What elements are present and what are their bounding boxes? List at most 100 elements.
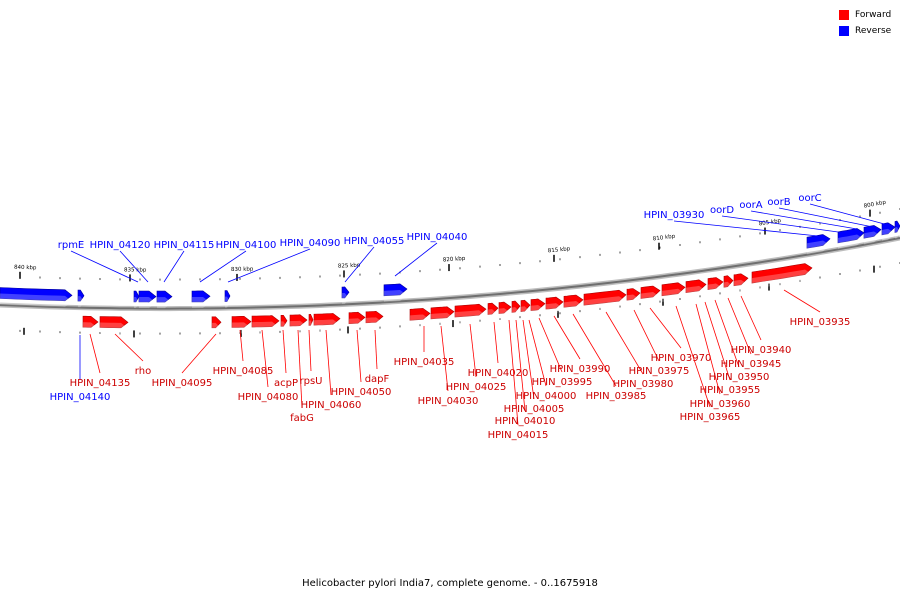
- forward-gene-arrow: [530, 298, 546, 317]
- callout-line: [704, 301, 731, 381]
- forward-gene-label: HPIN_04030: [418, 396, 479, 407]
- callout-line: [394, 242, 438, 277]
- reverse-gene-arrow: [191, 290, 211, 309]
- forward-gene-label: HPIN_03965: [680, 412, 741, 423]
- forward-gene-arrow: [211, 316, 222, 334]
- reverse-gene-arrow: [863, 225, 882, 245]
- callout-line: [727, 297, 752, 355]
- forward-gene-label: HPIN_03985: [586, 391, 647, 402]
- forward-gene-label: HPIN_04085: [213, 366, 274, 377]
- callout-line: [508, 319, 519, 426]
- forward-gene-label: rho: [135, 366, 151, 377]
- forward-gene-label: HPIN_03940: [731, 345, 792, 356]
- callout-line: [356, 329, 362, 383]
- scale-tick-label: 810 kbp: [653, 234, 677, 243]
- forward-gene-arrow: [511, 300, 521, 319]
- forward-gene-label: HPIN_04015: [488, 430, 549, 441]
- reverse-gene-label: oorB: [767, 197, 790, 208]
- callout-line: [493, 321, 499, 364]
- reverse-gene-label: oorD: [710, 205, 734, 216]
- reverse-gene-arrow: [894, 220, 900, 239]
- forward-gene-arrow: [280, 314, 288, 333]
- callout-line: [605, 311, 644, 375]
- forward-gene-arrow: [583, 289, 627, 312]
- forward-gene-arrow: [454, 303, 487, 324]
- forward-gene-label: HPIN_04025: [446, 382, 507, 393]
- callout-line: [308, 329, 312, 372]
- callout-line: [163, 250, 185, 283]
- forward-gene-arrow: [751, 263, 813, 290]
- callout-line: [553, 315, 581, 360]
- reverse-gene-label: oorA: [739, 200, 762, 211]
- callout-line: [673, 220, 819, 237]
- callout-line: [538, 317, 563, 373]
- forward-gene-arrow: [563, 294, 584, 314]
- forward-gene-label: HPIN_03960: [690, 399, 751, 410]
- callout-line: [297, 329, 303, 409]
- forward-gene-arrow: [251, 315, 280, 334]
- callout-line: [181, 333, 217, 374]
- reverse-gene-arrow: [77, 289, 85, 308]
- callout-line: [89, 333, 101, 374]
- reverse-gene-arrow: [0, 287, 73, 307]
- forward-gene-label: HPIN_03990: [550, 364, 611, 375]
- callout-line: [469, 323, 477, 378]
- callout-line: [714, 299, 740, 368]
- forward-gene-label: HPIN_04135: [70, 378, 131, 389]
- forward-gene-arrow: [348, 311, 366, 330]
- reverse-gene-label: HPIN_03930: [644, 210, 705, 221]
- legend-reverse-label: Reverse: [855, 26, 892, 36]
- forward-gene-arrow: [723, 275, 734, 294]
- scale-tick-label: 830 kbp: [231, 267, 254, 273]
- reverse-gene-label: HPIN_04115: [154, 240, 215, 251]
- reverse-gene-arrow: [383, 283, 408, 302]
- forward-gene-arrow: [520, 299, 531, 318]
- callout-line: [750, 210, 858, 230]
- reverse-gene-arrow: [881, 222, 896, 241]
- forward-gene-label: HPIN_03935: [790, 317, 851, 328]
- callout-line: [440, 325, 449, 392]
- legend-reverse-swatch: [839, 26, 849, 36]
- callout-line: [261, 329, 269, 388]
- forward-gene-arrow: [409, 308, 431, 327]
- forward-gene-label: HPIN_04080: [238, 392, 299, 403]
- forward-gene-arrow: [308, 313, 314, 332]
- reverse-gene-label: oorC: [798, 193, 821, 204]
- forward-gene-arrow: [365, 310, 384, 329]
- callout-line: [695, 303, 721, 395]
- forward-gene-label: rpsU: [300, 376, 323, 387]
- callout-line: [633, 309, 660, 362]
- reverse-gene-label: HPIN_04055: [344, 236, 405, 247]
- reverse-gene-arrow: [138, 290, 157, 309]
- reverse-gene-label: HPIN_04120: [90, 240, 151, 251]
- forward-gene-label: HPIN_03975: [629, 366, 690, 377]
- reverse-gene-arrow: [133, 290, 140, 309]
- forward-gene-arrow: [487, 302, 499, 321]
- map-caption: Helicobacter pylori India7, complete gen…: [302, 578, 598, 589]
- callout-line: [114, 333, 144, 362]
- forward-gene-arrow: [545, 296, 564, 316]
- scale-tick-label: 800 kbp: [863, 200, 887, 210]
- reverse-gene-arrow: [837, 228, 865, 249]
- forward-gene-label: HPIN_04035: [394, 357, 455, 368]
- forward-gene-label: HPIN_04005: [504, 404, 565, 415]
- forward-gene-label: HPIN_04020: [468, 368, 529, 379]
- scale-tick-label: 815 kbp: [548, 246, 571, 254]
- callout-line: [528, 319, 547, 387]
- forward-gene-label: HPIN_03955: [700, 385, 761, 396]
- forward-gene-arrow: [289, 314, 308, 333]
- reverse-gene-arrow: [341, 286, 350, 305]
- reverse-gene-label: HPIN_04090: [280, 238, 341, 249]
- forward-gene-label: dapF: [365, 374, 390, 385]
- callout-line: [227, 248, 311, 283]
- callout-line: [239, 329, 244, 362]
- callout-line: [809, 203, 889, 226]
- callout-line: [778, 207, 874, 228]
- forward-gene-arrow: [313, 313, 341, 332]
- forward-gene-label: HPIN_03980: [613, 379, 674, 390]
- scale-tick-label: 820 kbp: [443, 256, 466, 264]
- forward-gene-arrow: [707, 277, 724, 296]
- forward-gene-label: HPIN_03945: [721, 359, 782, 370]
- forward-gene-label: HPIN_04050: [331, 387, 392, 398]
